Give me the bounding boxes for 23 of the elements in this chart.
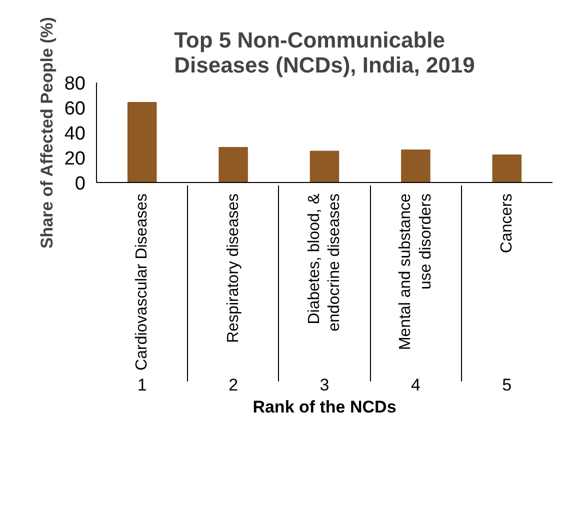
bar [310,150,340,182]
bar [492,154,522,182]
x-tick-label: Cancers [498,194,516,254]
x-tick-label: Cardiovascular Diseases [134,193,151,370]
bar [127,102,157,182]
x-tick-label: Diabetes, blood, & endocrine diseases [306,193,344,332]
bar [218,147,248,182]
text: 3 [320,375,330,394]
y-tick-label: 20 [64,148,86,170]
x-axis-title: Rank of the NCDs [252,397,396,416]
x-tick-label: Mental and substance use disorders [397,193,434,350]
text: 1 [137,375,147,394]
y-tick-label: 80 [64,74,86,94]
chart-title: Top 5 Non-Communicable Diseases (NCDs), India, 2019 [174,28,475,78]
text: 5 [502,375,512,394]
text: 2 [228,375,238,394]
y-tick-label: 40 [64,124,86,144]
text: 4 [410,375,420,394]
y-tick-label: 0 [74,174,86,194]
y-tick-label: 60 [64,98,86,120]
y-axis-title: Share of Affected People (%) [37,16,56,249]
bar [401,150,430,182]
x-tick-label: Respiratory diseases [224,193,242,343]
